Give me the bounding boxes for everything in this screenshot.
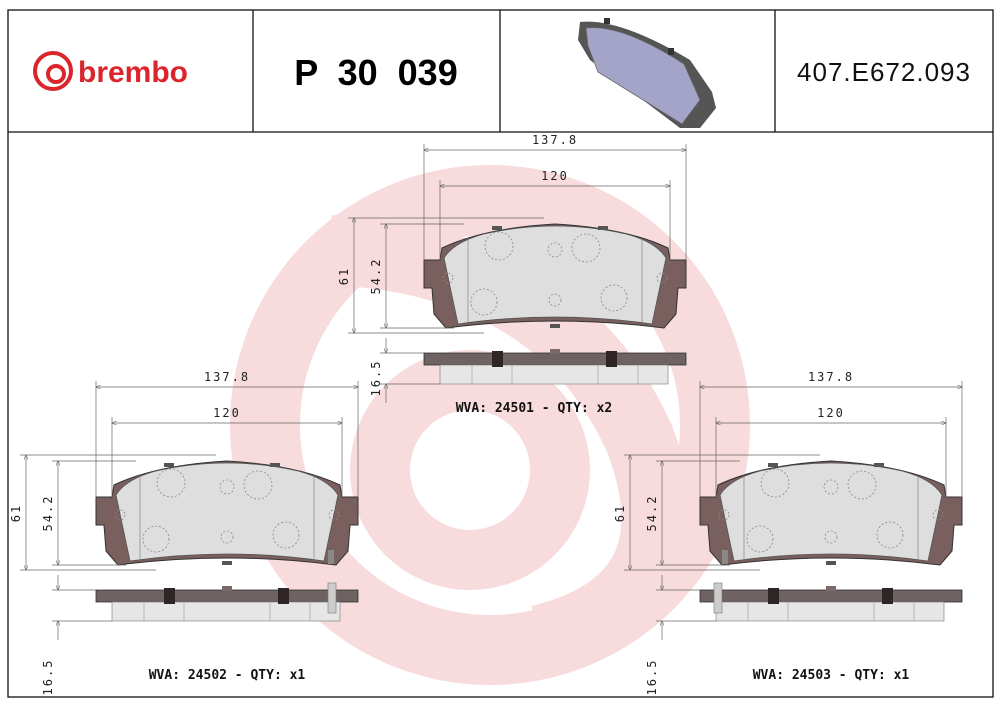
- overall-height-dim: 61: [613, 504, 627, 522]
- title-block-frame: [7, 9, 994, 698]
- thickness-dim: 16.5: [369, 360, 383, 397]
- pad-drawing-left: 137.8 120 61 54.2 16.5 WVA: 24502 - QTY:…: [9, 370, 358, 695]
- overall-height-dim: 61: [337, 267, 351, 285]
- wear-sensor-side: [713, 582, 723, 614]
- wear-sensor: [328, 550, 334, 564]
- overall-width-dim: 137.8: [204, 370, 250, 384]
- overall-width-dim: 137.8: [808, 370, 854, 384]
- wear-sensor: [722, 550, 728, 564]
- wva-qty-label: WVA: 24501 - QTY: x2: [456, 401, 613, 416]
- brake-pad-views: [20, 381, 358, 640]
- brembo-logo: brembo: [33, 51, 188, 91]
- part-number: P 30 039: [294, 52, 457, 93]
- friction-height-dim: 54.2: [369, 258, 383, 295]
- pad-drawing-top: 137.8 120 61 54.2 16.5 WVA: 24501 - QTY:…: [337, 133, 686, 416]
- reference-code: 407.E672.093: [797, 57, 971, 87]
- brembo-logo-icon: [33, 51, 73, 91]
- brake-pad-3d-icon: [578, 18, 716, 128]
- friction-height-dim: 54.2: [41, 495, 55, 532]
- wva-qty-label: WVA: 24503 - QTY: x1: [753, 668, 910, 683]
- overall-height-dim: 61: [9, 504, 23, 522]
- friction-width-dim: 120: [213, 406, 241, 420]
- thickness-dim: 16.5: [645, 659, 659, 696]
- wear-sensor-side: [327, 582, 337, 614]
- overall-width-dim: 137.8: [532, 133, 578, 147]
- logo-text: brembo: [78, 56, 188, 89]
- friction-height-dim: 54.2: [645, 495, 659, 532]
- thickness-dim: 16.5: [41, 659, 55, 696]
- pad-drawing-right: 137.8 120 61 54.2 16.5 WVA: 24503 - QTY:…: [613, 370, 962, 695]
- friction-width-dim: 120: [817, 406, 845, 420]
- friction-width-dim: 120: [541, 169, 569, 183]
- wva-qty-label: WVA: 24502 - QTY: x1: [149, 668, 306, 683]
